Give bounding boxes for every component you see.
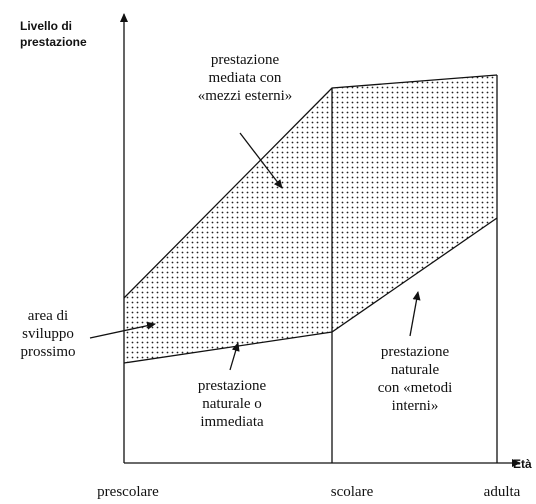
- annotation-line: interni»: [392, 398, 439, 414]
- y-axis-label: Livello di: [20, 19, 72, 33]
- y-axis-label: prestazione: [20, 35, 87, 49]
- arrow: [239, 132, 283, 189]
- category-label: scolare: [331, 484, 374, 500]
- category-label: prescolare: [97, 484, 159, 500]
- annotation-line: sviluppo: [22, 326, 74, 342]
- annotation-line: naturale o: [202, 396, 262, 412]
- annotation-line: area di: [28, 308, 68, 324]
- annotation-line: prestazione: [198, 378, 267, 394]
- annotation-line: prestazione: [211, 52, 280, 68]
- arrow: [229, 342, 240, 371]
- annotations: prestazione mediata con «mezzi esterni» are…: [20, 52, 452, 430]
- arrow: [89, 321, 156, 339]
- annotation-line: con «metodi: [378, 380, 453, 396]
- annotation-line: prossimo: [20, 344, 75, 360]
- annotation-line: naturale: [391, 362, 440, 378]
- category-label: adulta: [484, 484, 521, 500]
- annotation-line: mediata con: [209, 70, 282, 86]
- arrow: [409, 291, 421, 337]
- x-axis-label: Età: [513, 457, 532, 471]
- zone-fill: [124, 75, 497, 363]
- annotation-line: «mezzi esterni»: [198, 88, 293, 104]
- annotation-line: prestazione: [381, 344, 450, 360]
- annotation-line: immediata: [200, 414, 264, 430]
